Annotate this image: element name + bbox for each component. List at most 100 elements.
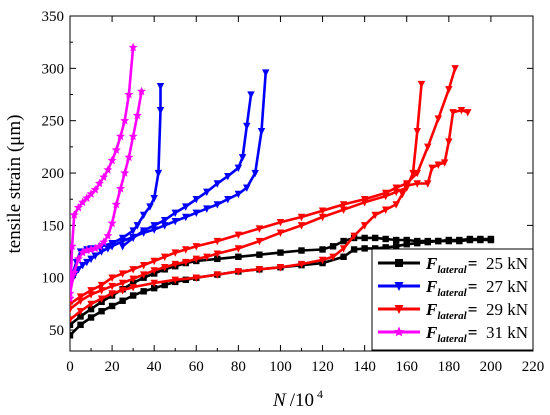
data-point bbox=[434, 115, 442, 123]
data-point bbox=[73, 202, 83, 212]
y-tick-label: 350 bbox=[42, 9, 65, 25]
series-line bbox=[70, 83, 423, 311]
data-point bbox=[119, 297, 126, 304]
data-point bbox=[297, 260, 306, 269]
data-point bbox=[111, 145, 121, 154]
data-point bbox=[466, 236, 474, 244]
data-point bbox=[203, 253, 211, 261]
data-point bbox=[234, 245, 243, 253]
data-point bbox=[129, 227, 137, 235]
data-point bbox=[339, 206, 348, 214]
data-point bbox=[371, 234, 379, 242]
data-point bbox=[417, 80, 426, 89]
data-point bbox=[234, 164, 243, 172]
legend-label-sub: lateral bbox=[437, 333, 467, 345]
y-tick-label: 100 bbox=[42, 271, 65, 287]
data-point bbox=[398, 190, 407, 199]
data-point bbox=[171, 209, 179, 218]
data-point bbox=[150, 226, 158, 234]
data-point bbox=[297, 222, 306, 230]
data-point bbox=[340, 253, 347, 260]
axes: 0 20 40 60 80 100 120 140 160 180 200 220 50 100 150 20… bbox=[42, 9, 545, 375]
data-point bbox=[381, 189, 390, 198]
data-point bbox=[395, 259, 403, 267]
data-point bbox=[440, 159, 449, 167]
data-point bbox=[339, 245, 348, 253]
data-point bbox=[329, 253, 337, 261]
data-point bbox=[129, 234, 137, 243]
data-point bbox=[120, 116, 130, 125]
data-point bbox=[392, 188, 400, 197]
legend-label-prefix: F bbox=[425, 254, 438, 273]
data-point bbox=[87, 305, 95, 313]
data-point bbox=[161, 264, 169, 272]
x-tick-label: 20 bbox=[105, 359, 120, 375]
data-point bbox=[403, 241, 410, 248]
data-point bbox=[87, 300, 95, 309]
data-point bbox=[350, 232, 358, 241]
data-point bbox=[156, 82, 165, 91]
data-point bbox=[393, 326, 405, 337]
data-point bbox=[97, 287, 106, 295]
data-point bbox=[382, 235, 389, 243]
data-point bbox=[124, 152, 134, 162]
x-tick-label: 160 bbox=[395, 359, 418, 375]
x-tick-label: 200 bbox=[480, 359, 503, 375]
data-point bbox=[361, 245, 368, 252]
data-point bbox=[445, 138, 453, 146]
data-point bbox=[392, 201, 400, 209]
data-point bbox=[434, 161, 442, 169]
data-point bbox=[77, 313, 84, 320]
data-point bbox=[90, 185, 100, 194]
data-point bbox=[76, 308, 85, 316]
data-point bbox=[154, 169, 163, 178]
x-axis-label-exp: 4 bbox=[317, 387, 323, 401]
data-point bbox=[243, 184, 251, 192]
data-point bbox=[477, 236, 484, 244]
data-point bbox=[98, 308, 105, 315]
data-point bbox=[70, 332, 74, 339]
data-point bbox=[192, 196, 200, 204]
data-point bbox=[445, 86, 453, 94]
data-point bbox=[255, 237, 264, 246]
data-point bbox=[132, 110, 142, 120]
data-point bbox=[87, 314, 95, 321]
legend-item: Flateral= 29 kN bbox=[378, 300, 528, 322]
data-point bbox=[87, 291, 95, 299]
data-point bbox=[339, 201, 348, 209]
data-point bbox=[235, 253, 242, 260]
data-point bbox=[118, 243, 127, 251]
data-point bbox=[428, 164, 436, 172]
data-point bbox=[449, 109, 457, 117]
data-point bbox=[83, 258, 91, 267]
data-point bbox=[243, 122, 251, 131]
legend-item: Flateral= 25 kN bbox=[378, 254, 528, 276]
data-point bbox=[150, 267, 158, 275]
data-point bbox=[451, 65, 459, 73]
legend-label-sub: lateral bbox=[437, 287, 467, 299]
data-point bbox=[171, 260, 179, 269]
data-point bbox=[120, 168, 130, 177]
data-point bbox=[116, 131, 125, 141]
data-point bbox=[276, 219, 285, 227]
data-point bbox=[182, 203, 190, 211]
data-point bbox=[70, 300, 74, 309]
series-layer bbox=[70, 42, 495, 339]
data-point bbox=[182, 213, 190, 222]
data-point bbox=[381, 206, 390, 214]
data-point bbox=[393, 243, 400, 250]
legend-label-value: 31 kN bbox=[486, 323, 528, 342]
data-point bbox=[456, 237, 463, 245]
data-point bbox=[203, 205, 211, 213]
data-point bbox=[161, 281, 168, 289]
data-point bbox=[87, 255, 95, 264]
data-point bbox=[150, 279, 158, 288]
data-point bbox=[133, 222, 142, 230]
data-point bbox=[392, 184, 400, 192]
data-point bbox=[97, 281, 106, 290]
data-point bbox=[150, 257, 158, 266]
data-point bbox=[139, 227, 148, 235]
data-point bbox=[161, 222, 169, 230]
